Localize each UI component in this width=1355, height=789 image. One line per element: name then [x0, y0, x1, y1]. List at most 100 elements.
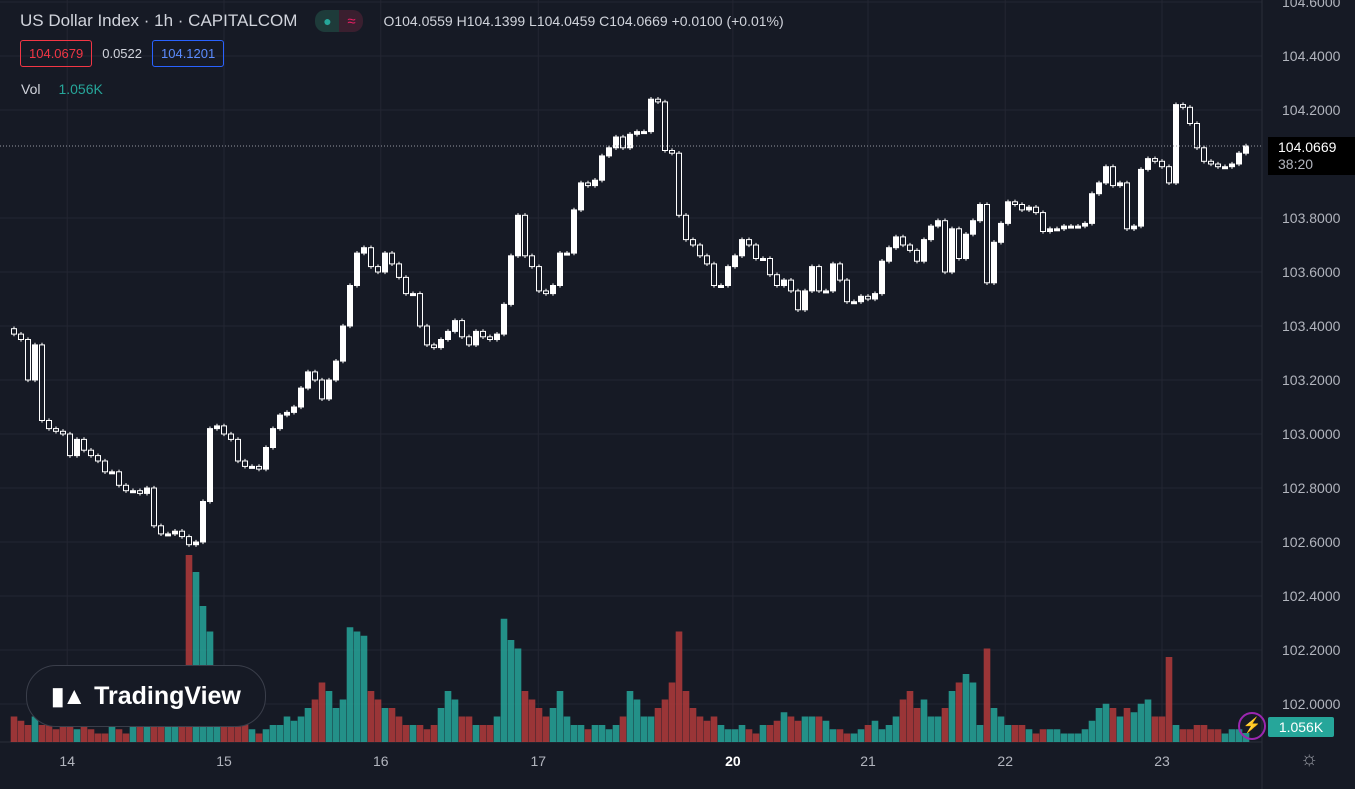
- candle-body: [312, 371, 318, 381]
- candle-body: [1215, 163, 1221, 168]
- time-axis[interactable]: 14 15 16 17 20 21 22 23: [59, 753, 1170, 769]
- candle-body: [361, 247, 367, 254]
- volume-bar: [283, 716, 291, 742]
- candle-body: [1040, 212, 1046, 233]
- time-tick-label: 14: [59, 753, 75, 769]
- candle-body: [641, 131, 647, 135]
- volume-bar: [353, 631, 361, 742]
- ohlc-values: O104.0559 H104.1399 L104.0459 C104.0669 …: [383, 13, 784, 29]
- lightning-icon[interactable]: ⚡: [1238, 712, 1266, 740]
- candle-body: [179, 530, 185, 538]
- candle-body: [214, 425, 220, 430]
- candle-body: [193, 541, 199, 546]
- candle-body: [1229, 163, 1235, 168]
- volume-bar: [1179, 729, 1187, 742]
- volume-bar: [773, 720, 781, 742]
- volume-bar: [899, 699, 907, 742]
- candle-body: [494, 333, 500, 341]
- volume-bar: [1228, 729, 1236, 742]
- volume-bar: [661, 699, 669, 742]
- candle-body: [956, 228, 962, 260]
- volume-bar: [157, 725, 165, 742]
- candle-body: [571, 209, 577, 254]
- candle-body: [1117, 182, 1123, 187]
- candle-body: [921, 239, 927, 262]
- candle-body: [389, 252, 395, 265]
- volume-legend[interactable]: Vol 1.056K: [21, 81, 103, 97]
- candle-body: [319, 379, 325, 400]
- volume-bar: [164, 725, 172, 742]
- volume-bar: [234, 725, 242, 742]
- buy-button[interactable]: 104.1201: [152, 40, 225, 67]
- volume-bar: [612, 725, 620, 742]
- volume-bar: [10, 716, 18, 742]
- volume-bar: [619, 716, 627, 742]
- candle-body: [256, 465, 262, 470]
- time-tick-label: 20: [725, 753, 741, 769]
- candle-body: [991, 241, 997, 284]
- volume-bar: [262, 729, 270, 742]
- volume-bar: [269, 725, 277, 742]
- volume-bar: [297, 716, 305, 742]
- volume-bar: [920, 699, 928, 742]
- volume-bar: [591, 725, 599, 742]
- volume-axis-label: 1.056K: [1268, 717, 1334, 737]
- candle-body: [872, 293, 878, 300]
- volume-bar: [45, 725, 53, 742]
- volume-bar: [458, 716, 466, 742]
- candle-body: [599, 155, 605, 181]
- volume-bar: [241, 720, 249, 742]
- candle-body: [354, 252, 360, 287]
- volume-bar: [1109, 708, 1117, 742]
- candle-body: [410, 293, 416, 297]
- volume-bar: [108, 725, 116, 742]
- volume-bar: [990, 708, 998, 742]
- volume-bar: [171, 716, 179, 742]
- volume-bar: [31, 716, 39, 742]
- candle-body: [606, 147, 612, 157]
- candle-body: [585, 182, 591, 187]
- candle-body: [634, 131, 640, 135]
- candle-body: [1047, 228, 1053, 233]
- candle-body: [788, 279, 794, 292]
- volume-bar: [1025, 729, 1033, 742]
- candle-body: [18, 333, 24, 341]
- sell-button[interactable]: 104.0679: [20, 40, 93, 67]
- volume-bar: [1074, 733, 1082, 742]
- volume-bar: [584, 729, 592, 742]
- volume-bar: [1060, 733, 1068, 742]
- volume-bar: [857, 729, 865, 742]
- candle-body: [928, 225, 934, 241]
- volume-bar: [934, 716, 942, 742]
- candle-body: [60, 430, 66, 435]
- candle-body: [795, 290, 801, 311]
- volume-bar: [983, 648, 991, 742]
- candle-body: [676, 152, 682, 216]
- candle-body: [655, 98, 661, 103]
- candle-body: [375, 266, 381, 273]
- candle-body: [865, 295, 871, 300]
- volume-bar: [633, 699, 641, 742]
- volume-bar: [724, 729, 732, 742]
- volume-bar: [801, 716, 809, 742]
- candle-body: [1054, 228, 1060, 232]
- candle-body: [459, 320, 465, 338]
- tradingview-watermark[interactable]: ▮▲ TradingView: [26, 665, 266, 727]
- candle-body: [823, 290, 829, 294]
- volume-bar: [1018, 725, 1026, 742]
- symbol-title[interactable]: US Dollar Index · 1h · CAPITALCOM: [20, 11, 298, 30]
- candle-body: [32, 344, 38, 381]
- candle-body: [221, 425, 227, 435]
- settings-gear-icon[interactable]: ☼: [1300, 748, 1319, 770]
- candle-body: [753, 244, 759, 259]
- market-status[interactable]: ● ≈: [315, 10, 364, 32]
- volume-bar: [1081, 729, 1089, 742]
- volume-bar: [563, 716, 571, 742]
- candle-body: [1096, 182, 1102, 195]
- candle-body: [382, 252, 388, 273]
- candle-body: [718, 285, 724, 288]
- candle-body: [1075, 225, 1081, 229]
- price-axis[interactable]: 104.6000 104.4000 104.2000 103.8000 103.6000…: [1282, 0, 1341, 712]
- volume-bar: [1221, 733, 1229, 742]
